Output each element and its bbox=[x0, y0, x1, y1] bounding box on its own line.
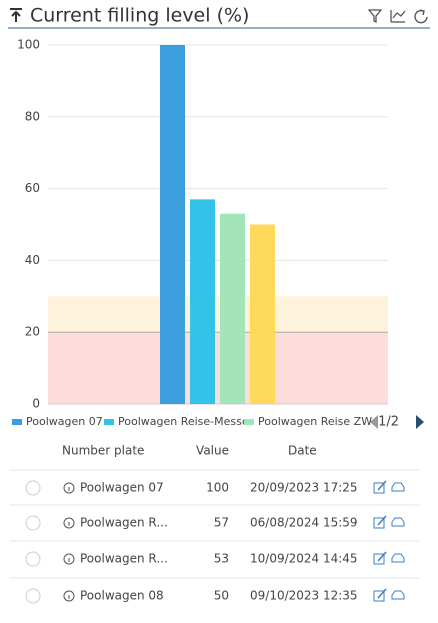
legend-label: Poolwagen 07 bbox=[26, 415, 103, 428]
edit-icon bbox=[377, 515, 387, 526]
y-tick-label: 40 bbox=[25, 253, 40, 267]
column-header: Number plate bbox=[62, 444, 144, 458]
date: 10/09/2024 14:45 bbox=[250, 552, 358, 566]
widget-title: Current filling level (%) bbox=[30, 5, 249, 27]
plate: Poolwagen 08 bbox=[80, 589, 164, 603]
info-icon[interactable] bbox=[63, 553, 75, 565]
info-icon[interactable] bbox=[63, 482, 75, 494]
collapse-icon[interactable] bbox=[10, 8, 22, 22]
threshold-band bbox=[48, 296, 388, 333]
date: 20/09/2023 17:25 bbox=[250, 481, 358, 495]
bar bbox=[250, 224, 275, 404]
plate: Poolwagen 07 bbox=[80, 481, 164, 495]
edit-icon bbox=[377, 551, 387, 562]
edit-icon bbox=[377, 480, 387, 491]
row-select[interactable] bbox=[25, 588, 41, 604]
plate: Poolwagen R... bbox=[80, 552, 168, 566]
filter-icon[interactable] bbox=[367, 9, 383, 24]
legend-next[interactable] bbox=[416, 415, 424, 429]
date: 09/10/2023 12:35 bbox=[250, 589, 358, 603]
legend-label: Poolwagen Reise-Messe bbox=[118, 415, 249, 428]
value: 50 bbox=[214, 589, 229, 603]
row-select[interactable] bbox=[25, 480, 41, 496]
row-select[interactable] bbox=[25, 551, 41, 567]
refresh-icon[interactable] bbox=[414, 9, 428, 24]
legend-swatch bbox=[244, 419, 254, 425]
legend-swatch bbox=[104, 419, 114, 425]
car-icon[interactable] bbox=[391, 517, 405, 527]
y-tick-label: 60 bbox=[25, 181, 40, 195]
legend-label: Poolwagen Reise ZW bbox=[258, 415, 372, 428]
date: 06/08/2024 15:59 bbox=[250, 516, 358, 530]
row-select[interactable] bbox=[25, 515, 41, 531]
legend-swatch bbox=[12, 419, 22, 425]
bar bbox=[160, 45, 185, 404]
column-header: Value bbox=[196, 444, 229, 458]
value: 100 bbox=[206, 481, 229, 495]
y-tick-label: 20 bbox=[25, 325, 40, 339]
car-icon[interactable] bbox=[391, 590, 405, 600]
column-header: Date bbox=[288, 444, 317, 458]
plate: Poolwagen R... bbox=[80, 516, 168, 530]
y-tick-label: 100 bbox=[17, 38, 40, 52]
chart-icon[interactable] bbox=[390, 10, 406, 23]
value: 53 bbox=[214, 552, 229, 566]
car-icon[interactable] bbox=[391, 482, 405, 492]
bar bbox=[190, 199, 215, 404]
edit-icon[interactable] bbox=[373, 482, 385, 494]
y-tick-label: 0 bbox=[32, 397, 40, 411]
threshold-band bbox=[48, 332, 388, 404]
info-icon[interactable] bbox=[63, 590, 75, 602]
info-icon[interactable] bbox=[63, 517, 75, 529]
legend-page: 1/2 bbox=[378, 415, 399, 430]
value: 57 bbox=[214, 516, 229, 530]
edit-icon[interactable] bbox=[373, 517, 385, 529]
bar bbox=[220, 213, 245, 404]
y-tick-label: 80 bbox=[25, 109, 40, 123]
car-icon[interactable] bbox=[391, 553, 405, 563]
edit-icon[interactable] bbox=[373, 553, 385, 565]
edit-icon bbox=[377, 588, 387, 599]
edit-icon[interactable] bbox=[373, 590, 385, 602]
legend-prev[interactable] bbox=[370, 415, 378, 429]
